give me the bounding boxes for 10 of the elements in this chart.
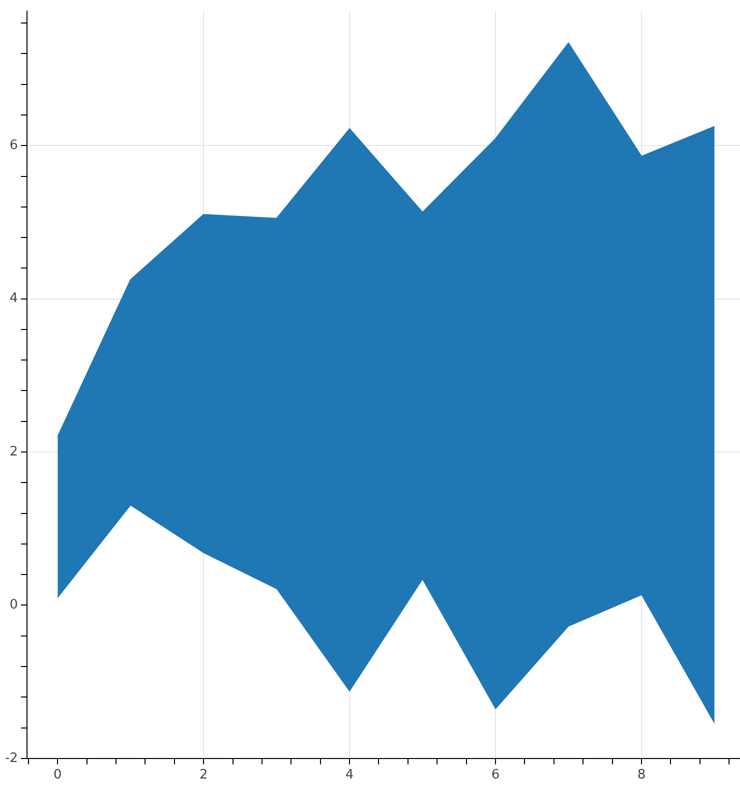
x-tick-label: 2 xyxy=(199,768,208,783)
y-tick-label: 2 xyxy=(10,444,18,460)
x-tick-label: 8 xyxy=(637,768,646,783)
x-tick-label: 6 xyxy=(491,768,500,783)
x-tick-label: 4 xyxy=(345,768,354,783)
y-tick-label: -2 xyxy=(4,750,18,766)
x-tick-label: 0 xyxy=(53,768,62,783)
y-tick-label: 0 xyxy=(10,598,18,613)
y-tick-label: 4 xyxy=(10,291,18,306)
y-tick-label: 6 xyxy=(10,138,18,153)
